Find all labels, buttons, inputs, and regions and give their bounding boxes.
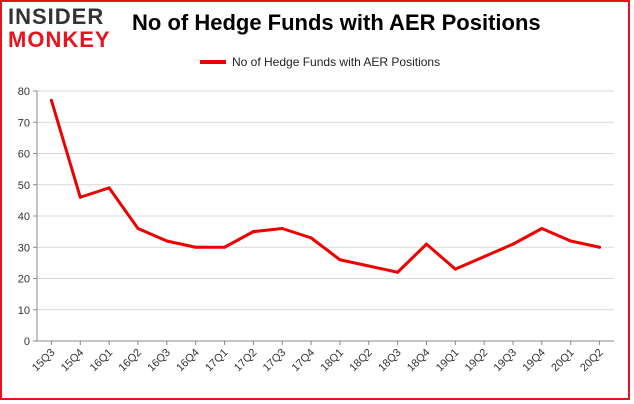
x-tick-label-16Q4: 16Q4	[174, 347, 202, 375]
x-tick-label-19Q4: 19Q4	[520, 347, 548, 375]
data-point-18Q2	[367, 264, 371, 268]
data-point-17Q1	[223, 245, 227, 249]
logo-top-text: INSIDER	[8, 4, 105, 29]
data-point-16Q1	[107, 186, 111, 190]
data-point-16Q2	[136, 227, 140, 230]
x-tick-label-17Q4: 17Q4	[290, 347, 318, 375]
data-point-20Q1	[569, 239, 573, 243]
data-point-18Q4	[424, 242, 428, 246]
y-tick-label-50: 50	[18, 180, 30, 192]
y-tick-label-30: 30	[18, 242, 30, 254]
data-point-20Q2	[598, 245, 602, 249]
data-point-19Q3	[511, 242, 515, 246]
data-point-18Q1	[338, 258, 342, 262]
y-tick-label-0: 0	[24, 336, 30, 348]
y-tick-label-80: 80	[18, 86, 30, 98]
chart-title: No of Hedge Funds with AER Positions	[132, 10, 541, 35]
x-tick-label-20Q1: 20Q1	[549, 347, 577, 375]
data-point-19Q2	[482, 255, 486, 259]
legend-label: No of Hedge Funds with AER Positions	[232, 55, 441, 69]
x-tick-label-15Q4: 15Q4	[59, 347, 87, 375]
x-tick-label-16Q1: 16Q1	[88, 347, 116, 375]
y-tick-label-40: 40	[18, 211, 30, 223]
x-tick-label-18Q1: 18Q1	[319, 347, 347, 375]
x-tick-label-18Q4: 18Q4	[405, 347, 433, 375]
x-tick-label-17Q3: 17Q3	[261, 347, 289, 375]
x-tick-label-17Q2: 17Q2	[232, 347, 260, 375]
insider-monkey-logo: INSIDER MONKEY	[8, 4, 120, 54]
data-point-16Q3	[165, 239, 169, 243]
data-point-17Q4	[309, 236, 313, 240]
data-point-16Q4	[194, 245, 198, 249]
data-point-18Q3	[396, 270, 400, 274]
x-tick-label-16Q2: 16Q2	[117, 347, 145, 375]
logo-bottom-text: MONKEY	[8, 27, 111, 52]
data-point-17Q2	[251, 230, 255, 234]
y-tick-label-10: 10	[18, 305, 30, 317]
x-tick-label-19Q1: 19Q1	[434, 347, 462, 375]
x-tick-label-20Q2: 20Q2	[578, 347, 606, 375]
series-line-0	[49, 98, 602, 274]
x-tick-label-18Q2: 18Q2	[347, 347, 375, 375]
data-point-19Q1	[453, 267, 457, 271]
x-tick-label-16Q3: 16Q3	[145, 347, 173, 375]
data-point-15Q3	[49, 98, 53, 102]
x-tick-label-15Q3: 15Q3	[30, 347, 58, 375]
legend-swatch	[200, 60, 226, 64]
data-point-15Q4	[78, 195, 82, 199]
y-tick-label-70: 70	[18, 117, 30, 129]
x-tick-label-18Q3: 18Q3	[376, 347, 404, 375]
x-tick-label-19Q3: 19Q3	[492, 347, 520, 375]
data-point-19Q4	[540, 227, 544, 230]
x-tick-label-19Q2: 19Q2	[463, 347, 491, 375]
y-tick-label-20: 20	[18, 274, 30, 286]
x-tick-label-17Q1: 17Q1	[203, 347, 231, 375]
y-tick-label-60: 60	[18, 149, 30, 161]
data-point-17Q3	[280, 227, 284, 230]
